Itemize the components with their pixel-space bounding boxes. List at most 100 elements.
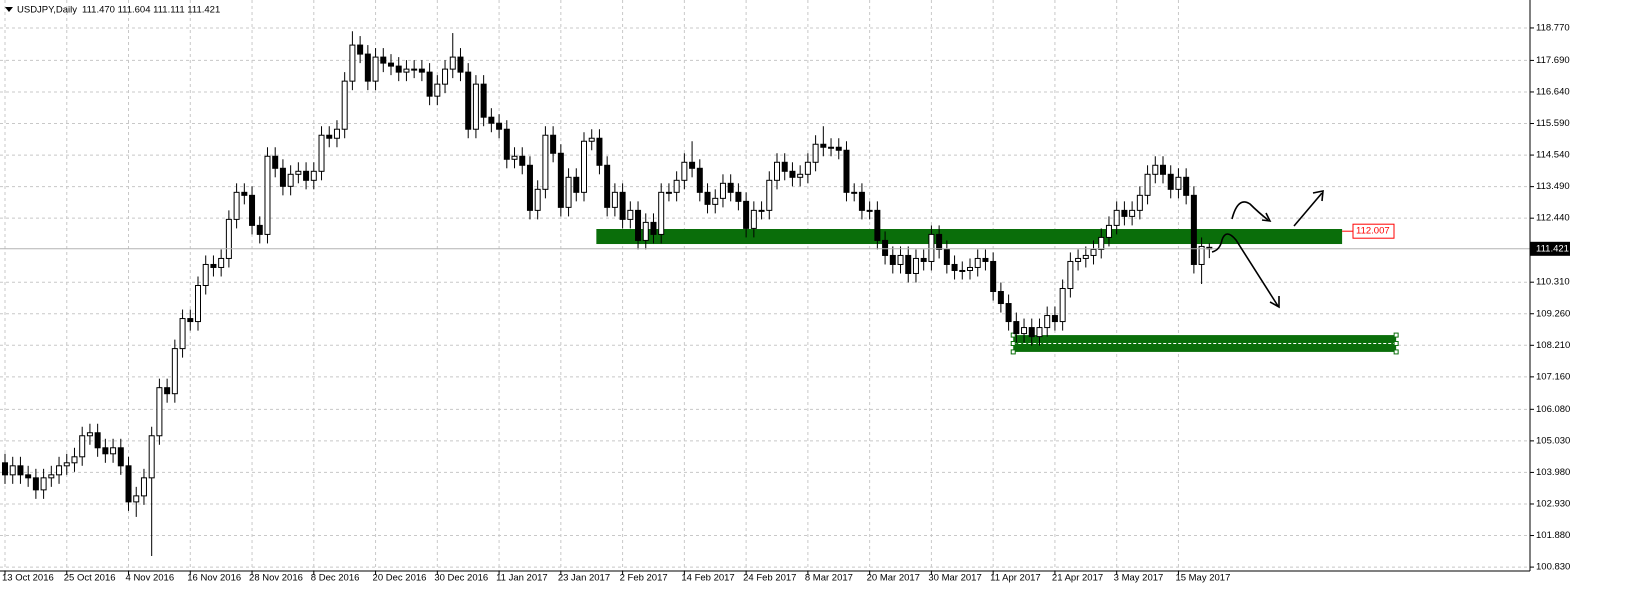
candle-body	[17, 465, 24, 476]
zone-handle	[1393, 332, 1399, 338]
candle-body	[256, 224, 263, 235]
y-tick-label: 103.980	[1536, 467, 1570, 478]
y-tick-label: 117.690	[1536, 55, 1570, 66]
candle-body	[395, 65, 402, 73]
candle-body	[750, 209, 757, 229]
candle-body	[797, 173, 804, 178]
candle-body	[457, 56, 464, 73]
candle-body	[1036, 327, 1043, 338]
candle-body	[1075, 257, 1082, 262]
candle-body	[233, 191, 240, 220]
candle-body	[943, 248, 950, 265]
zones	[596, 229, 1399, 355]
candle-body	[125, 465, 132, 503]
candle-body	[851, 191, 858, 194]
zone	[596, 229, 1343, 245]
arrow-head	[1261, 212, 1272, 222]
candle-body	[25, 474, 32, 479]
candle-body	[380, 56, 387, 64]
candle-body	[480, 83, 487, 118]
candle-body	[526, 164, 533, 211]
candle-body	[117, 447, 124, 467]
candle-body	[658, 191, 665, 235]
candle-body	[79, 435, 86, 458]
candle-body	[187, 318, 194, 323]
candle-body	[905, 254, 912, 274]
x-tick-label: 28 Nov 2016	[249, 573, 303, 584]
candle-body	[32, 477, 39, 491]
overlay: 118.770 117.690 116.640 115.590 114.540 113.4…	[0, 22, 1570, 584]
candle-body	[727, 182, 734, 193]
candle-body	[519, 155, 526, 166]
symbol-icon	[5, 7, 13, 12]
candle-body	[249, 194, 256, 226]
candle-body	[959, 269, 966, 272]
candle-body	[735, 191, 742, 202]
candle-body	[604, 164, 611, 208]
arrows	[1211, 190, 1324, 309]
candle-body	[542, 134, 549, 190]
arrow-head	[1312, 190, 1324, 202]
candle-body	[1144, 173, 1151, 196]
candle-body	[534, 188, 541, 211]
candle-body	[920, 257, 927, 262]
candle-body	[565, 176, 572, 208]
candle-body	[9, 465, 16, 476]
candle-body	[874, 209, 881, 241]
candle-body	[156, 387, 163, 437]
x-tick-label: 30 Dec 2016	[434, 573, 488, 584]
candle-body	[264, 155, 271, 235]
candle-body	[550, 134, 557, 154]
candle-body	[164, 387, 171, 395]
candles	[2, 31, 1213, 556]
x-tick-label: 25 Oct 2016	[64, 573, 116, 584]
candle-body	[573, 176, 580, 193]
candle-body	[210, 263, 217, 268]
candle-body	[689, 161, 696, 169]
x-tick-label: 20 Dec 2016	[373, 573, 427, 584]
y-tick-label: 114.540	[1536, 150, 1570, 161]
x-tick-label: 20 Mar 2017	[867, 573, 920, 584]
candle-body	[318, 134, 325, 172]
candle-body	[758, 209, 765, 212]
candle-body	[218, 257, 225, 268]
candle-body	[364, 53, 371, 82]
zone-handle	[1010, 341, 1016, 347]
candle-body	[673, 179, 680, 193]
candle-body	[303, 170, 310, 181]
x-tick-label: 23 Jan 2017	[558, 573, 610, 584]
x-tick-label: 4 Nov 2016	[126, 573, 175, 584]
candle-body	[310, 170, 317, 181]
y-tick-label: 107.160	[1536, 371, 1570, 382]
candle-body	[133, 495, 140, 503]
candle-body	[743, 200, 750, 229]
candle-body	[843, 149, 850, 193]
candle-body	[110, 447, 117, 455]
candle-body	[140, 477, 147, 497]
candle-body	[349, 44, 356, 82]
candle-body	[967, 266, 973, 271]
candle-body	[1013, 321, 1020, 335]
x-tick-label: 11 Jan 2017	[496, 573, 548, 584]
x-tick-label: 30 Mar 2017	[928, 573, 981, 584]
candle-body	[936, 233, 943, 250]
y-tick-label: 102.930	[1536, 498, 1570, 509]
candle-body	[287, 173, 294, 187]
candle-body	[295, 170, 302, 175]
candle-body	[781, 161, 788, 172]
arrow-head	[1269, 296, 1280, 309]
candle-body	[472, 83, 479, 130]
candle-body	[789, 170, 796, 178]
candle-body	[766, 179, 773, 211]
y-tick-label: 109.260	[1536, 308, 1570, 319]
candle-body	[1082, 254, 1089, 259]
candle-body	[1152, 164, 1159, 175]
candle-body	[974, 257, 981, 268]
y-tick-label: 115.590	[1536, 118, 1570, 129]
candle-body	[496, 122, 503, 130]
candle-body	[642, 221, 649, 241]
candle-body	[195, 285, 201, 323]
ohlc-text: 111.470 111.604 111.111 111.421	[82, 5, 220, 16]
candle-body	[102, 447, 109, 455]
